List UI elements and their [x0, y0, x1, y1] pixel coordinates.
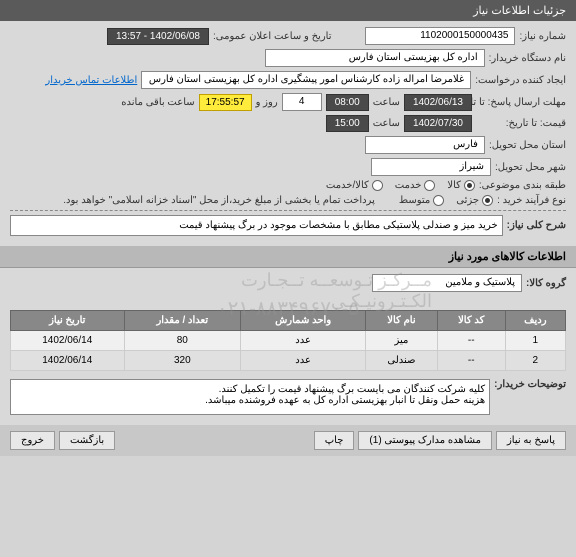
group-label: گروه کالا:	[526, 278, 566, 289]
cell-code: --	[437, 331, 505, 351]
group-value: پلاستیک و ملامین	[372, 274, 522, 292]
radio-both[interactable]	[372, 180, 383, 191]
radio-goods[interactable]	[464, 180, 475, 191]
deadline-date: 1402/06/13	[404, 94, 472, 111]
category-label: طبقه بندی موضوعی:	[479, 180, 566, 191]
cell-qty: 80	[124, 331, 241, 351]
radio-medium-label: متوسط	[399, 195, 430, 206]
remaining-time: 17:55:57	[199, 94, 252, 111]
goods-section-header: اطلاعات کالاهای مورد نیاز	[0, 246, 576, 268]
cell-row: 2	[505, 351, 565, 371]
announce-date-value: 1402/06/08 - 13:57	[107, 28, 209, 45]
th-qty: تعداد / مقدار	[124, 311, 241, 331]
process-radio-group: جزئی متوسط	[399, 195, 493, 206]
th-code: کد کالا	[437, 311, 505, 331]
cell-date: 1402/06/14	[11, 331, 125, 351]
table-row: 1 -- میز عدد 80 1402/06/14	[11, 331, 566, 351]
validity-date: 1402/07/30	[404, 115, 472, 132]
remaining-label: ساعت باقی مانده	[121, 97, 194, 108]
cell-name: صندلی	[366, 351, 438, 371]
radio-service[interactable]	[424, 180, 435, 191]
form-area: شماره نیاز: 1102000150000435 تاریخ و ساع…	[0, 21, 576, 246]
cell-date: 1402/06/14	[11, 351, 125, 371]
th-date: تاریخ نیاز	[11, 311, 125, 331]
table-row: 2 -- صندلی عدد 320 1402/06/14	[11, 351, 566, 371]
page-header: جزئیات اطلاعات نیاز	[0, 0, 576, 21]
th-name: نام کالا	[366, 311, 438, 331]
contact-link[interactable]: اطلاعات تماس خریدار	[45, 75, 137, 86]
cell-unit: عدد	[241, 331, 366, 351]
th-unit: واحد شمارش	[241, 311, 366, 331]
goods-area: مــرکـز تـوسعــه تــجـارت الکـتـرونیـکـی…	[0, 268, 576, 425]
day-label: روز و	[256, 97, 278, 108]
buyer-notes-text: کلیه شرکت کنندگان می بایست برگ پیشنهاد ق…	[10, 379, 490, 415]
category-radio-group: کالا خدمت کالا/خدمت	[326, 180, 475, 191]
time-label-2: ساعت	[373, 118, 400, 129]
province-value: فارس	[365, 136, 485, 154]
province-label: استان محل تحویل:	[489, 140, 566, 151]
deadline-time: 08:00	[326, 94, 369, 111]
radio-service-label: خدمت	[395, 180, 422, 191]
print-button[interactable]: چاپ	[314, 431, 355, 450]
buyer-org-label: نام دستگاه خریدار:	[489, 53, 566, 64]
description-text: خرید میز و صندلی پلاستیکی مطابق با مشخصا…	[10, 215, 503, 236]
time-label-1: ساعت	[373, 97, 400, 108]
validity-label: قیمت: تا تاریخ:	[476, 118, 566, 129]
page-title: جزئیات اطلاعات نیاز	[473, 5, 566, 17]
need-number-label: شماره نیاز:	[519, 31, 566, 42]
radio-partial[interactable]	[482, 195, 493, 206]
radio-goods-label: کالا	[447, 180, 461, 191]
attachments-button[interactable]: مشاهده مدارک پیوستی (1)	[358, 431, 492, 450]
description-label: شرح کلی نیاز:	[507, 220, 566, 231]
buyer-org-value: اداره کل بهزیستی استان فارس	[265, 49, 485, 67]
buyer-notes-line2: هزینه حمل ونقل تا انبار بهزیستی اداره کل…	[15, 395, 485, 406]
th-row: ردیف	[505, 311, 565, 331]
announce-date-label: تاریخ و ساعت اعلان عمومی:	[213, 31, 332, 42]
cell-row: 1	[505, 331, 565, 351]
payment-note: پرداخت تمام یا بخشی از مبلغ خرید،از محل …	[63, 195, 375, 206]
cell-code: --	[437, 351, 505, 371]
radio-partial-label: جزئی	[456, 195, 479, 206]
days-value: 4	[282, 93, 322, 111]
cell-unit: عدد	[241, 351, 366, 371]
radio-both-label: کالا/خدمت	[326, 180, 369, 191]
deadline-label: مهلت ارسال پاسخ: تا تاریخ:	[476, 97, 566, 108]
footer-buttons: پاسخ به نیاز مشاهده مدارک پیوستی (1) چاپ…	[0, 425, 576, 456]
reply-button[interactable]: پاسخ به نیاز	[496, 431, 566, 450]
city-value: شیراز	[371, 158, 491, 176]
goods-table: ردیف کد کالا نام کالا واحد شمارش تعداد /…	[10, 310, 566, 371]
requester-value: غلامرضا امراله زاده کارشناس امور پیشگیری…	[141, 71, 471, 89]
need-number-value: 1102000150000435	[365, 27, 515, 45]
validity-time: 15:00	[326, 115, 369, 132]
back-button[interactable]: بازگشت	[59, 431, 115, 450]
process-label: نوع فرآیند خرید :	[497, 195, 566, 206]
requester-label: ایجاد کننده درخواست:	[475, 75, 566, 86]
buyer-notes-label: توضیحات خریدار:	[494, 379, 566, 390]
cell-qty: 320	[124, 351, 241, 371]
city-label: شهر محل تحویل:	[495, 162, 566, 173]
radio-medium[interactable]	[433, 195, 444, 206]
buyer-notes-line1: کلیه شرکت کنندگان می بایست برگ پیشنهاد ق…	[15, 384, 485, 395]
cell-name: میز	[366, 331, 438, 351]
exit-button[interactable]: خروج	[10, 431, 55, 450]
